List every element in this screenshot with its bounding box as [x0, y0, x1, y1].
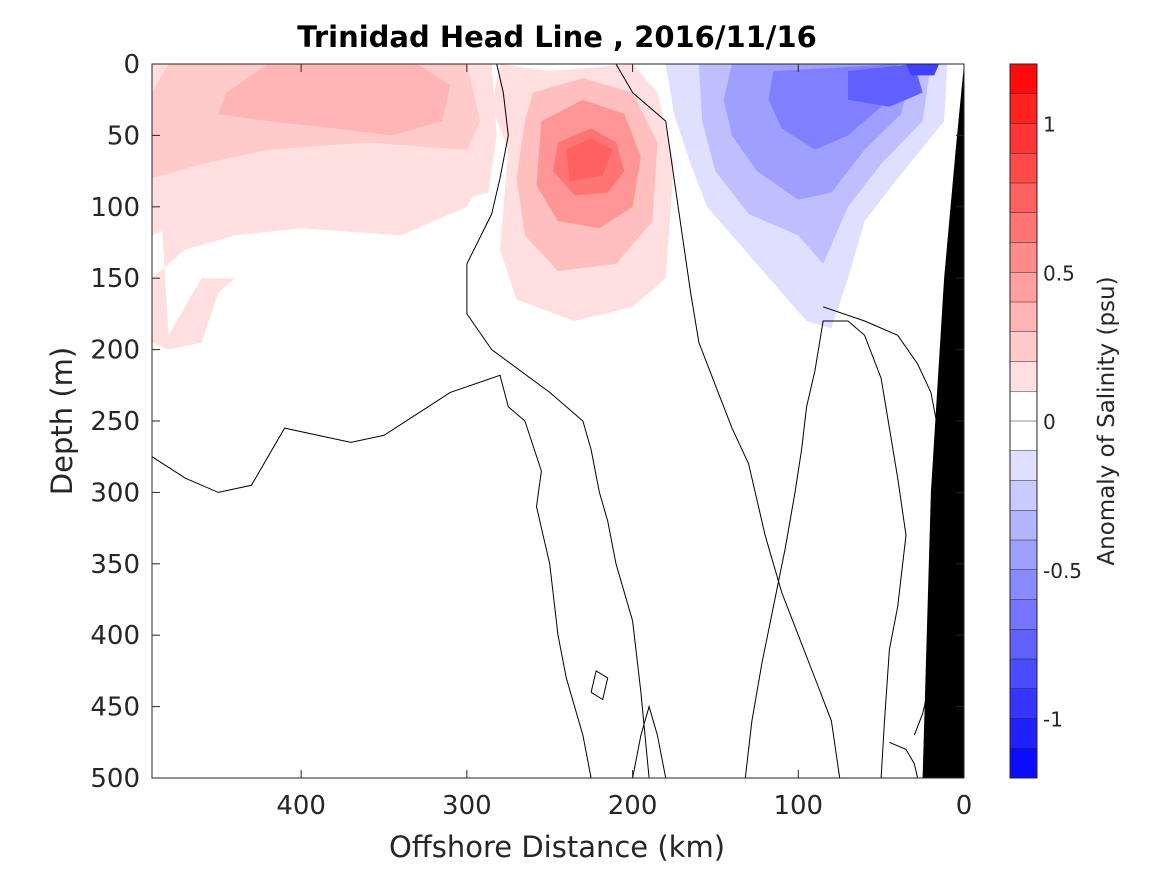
zero-contour-4: [632, 704, 667, 779]
land-mask: [922, 64, 964, 778]
y-axis-label: Depth (m): [45, 347, 79, 495]
colorbar-frame: [1009, 63, 1038, 779]
colorbar-segment: [1010, 242, 1037, 273]
zero-contour-1: [466, 63, 650, 779]
colorbar-segment: [1010, 480, 1037, 511]
colorbar-tick-label: 1: [1043, 113, 1056, 137]
x-axis-ticks: 400 300 200 100 0: [276, 64, 972, 821]
colorbar-segment: [1010, 331, 1037, 362]
y-tick-label: 100: [90, 193, 140, 223]
colorbar-segment: [1010, 212, 1037, 243]
colorbar-tick-label: -0.5: [1043, 559, 1082, 583]
x-tick-label: 300: [442, 791, 492, 821]
x-tick-label: 0: [956, 791, 973, 821]
colorbar-segment: [1010, 272, 1037, 303]
zero-contour-0: [151, 374, 592, 779]
anomaly-fills: [152, 64, 948, 350]
colorbar-segment: [1010, 93, 1037, 124]
colorbar-segment: [1010, 64, 1037, 95]
colorbar-segment: [1010, 748, 1037, 779]
colorbar-segment: [1010, 510, 1037, 541]
colorbar-segment: [1010, 629, 1037, 660]
colorbar-ticks: -1 -0.5 0 0.5 1: [1043, 113, 1082, 732]
colorbar-segment: [1010, 361, 1037, 392]
y-tick-label: 0: [123, 50, 140, 80]
colorbar-tick-label: -1: [1043, 708, 1063, 732]
colorbar-segment: [1010, 599, 1037, 630]
zero-contour-3: [744, 320, 907, 779]
anomaly-level-14: [906, 64, 940, 76]
colorbar-segment: [1010, 302, 1037, 333]
y-tick-label: 300: [90, 478, 140, 508]
y-tick-label: 400: [90, 621, 140, 651]
colorbar-segment: [1010, 450, 1037, 481]
y-tick-label: 150: [90, 264, 140, 294]
y-tick-label: 350: [90, 550, 140, 580]
chart-title: Trinidad Head Line , 2016/11/16: [297, 20, 817, 54]
colorbar-segment: [1010, 153, 1037, 184]
zero-contour-lines: [151, 63, 952, 779]
y-tick-label: 500: [90, 764, 140, 794]
colorbar: [1010, 64, 1037, 779]
colorbar-segment: [1010, 123, 1037, 154]
y-tick-label: 450: [90, 693, 140, 723]
y-tick-label: 200: [90, 336, 140, 366]
y-tick-label: 50: [107, 121, 140, 151]
colorbar-segment: [1010, 183, 1037, 214]
colorbar-label: Anomaly of Salinity (psu): [1094, 276, 1120, 565]
colorbar-segment: [1010, 540, 1037, 571]
anomaly-level-8: [566, 138, 613, 182]
x-tick-label: 400: [276, 791, 326, 821]
y-axis-ticks: 0 50 100 150 200 250 300 350 400 450 500: [90, 50, 964, 794]
y-tick-label: 250: [90, 407, 140, 437]
colorbar-segment: [1010, 659, 1037, 690]
colorbar-segment: [1010, 688, 1037, 719]
zero-contour-7: [889, 741, 919, 779]
x-tick-label: 100: [773, 791, 823, 821]
colorbar-tick-label: 0.5: [1043, 261, 1075, 285]
zero-contour-5: [590, 670, 609, 701]
x-tick-label: 200: [608, 791, 658, 821]
colorbar-tick-label: 0: [1043, 410, 1056, 434]
anomaly-level-3: [218, 64, 451, 136]
zero-contour-2: [615, 63, 841, 779]
colorbar-segment: [1010, 391, 1037, 422]
colorbar-segment: [1010, 569, 1037, 600]
x-axis-label: Offshore Distance (km): [389, 830, 725, 864]
colorbar-segment: [1010, 421, 1037, 452]
colorbar-segment: [1010, 718, 1037, 749]
anomaly-level-13: [848, 64, 923, 107]
